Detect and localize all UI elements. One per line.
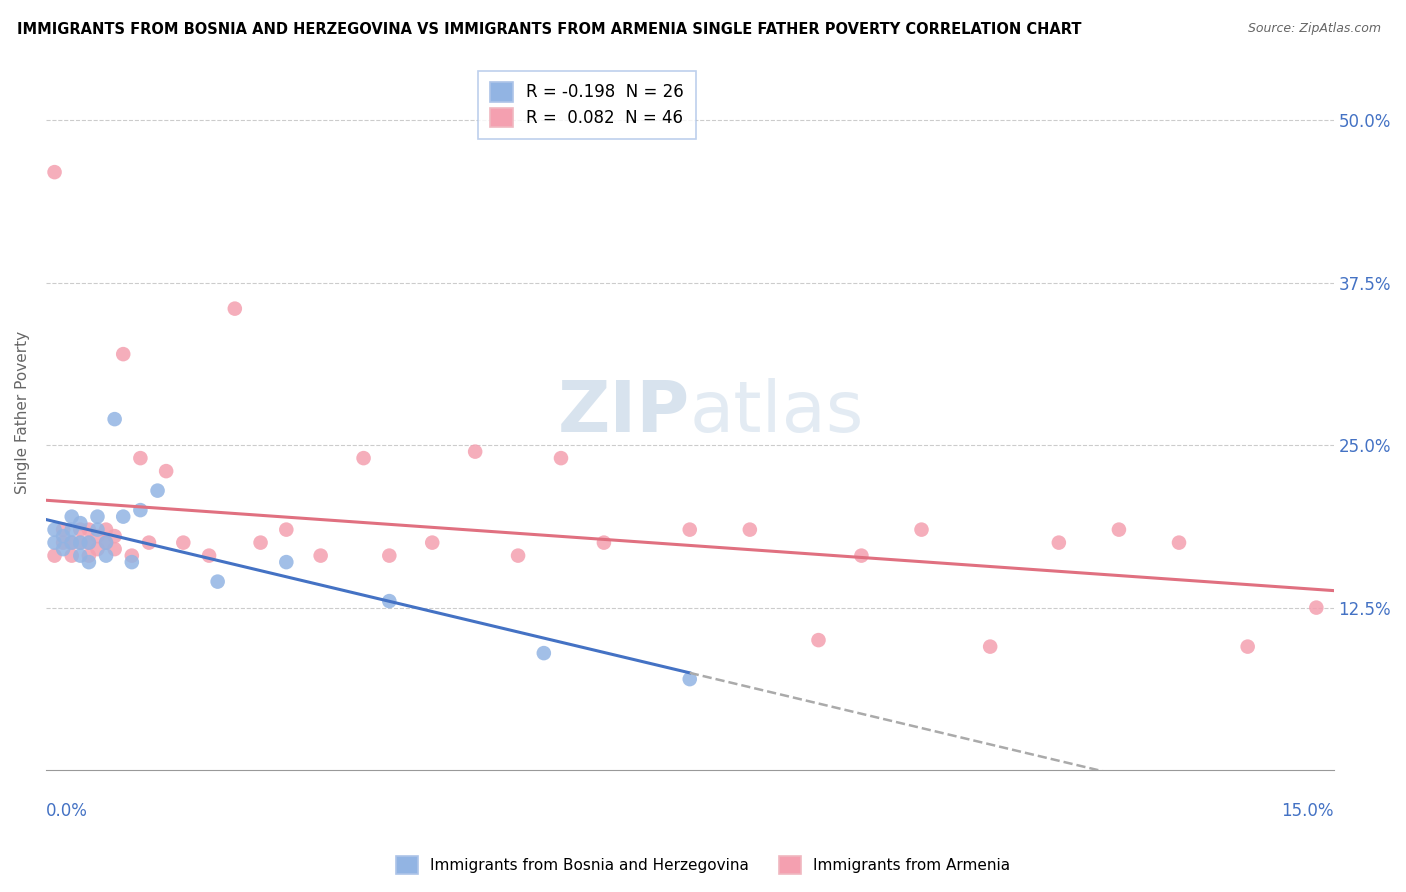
Point (1047, 535, 1070, 549)
Point (679, 523, 702, 537)
Point (807, 633, 830, 648)
Point (52, 523, 75, 537)
Point (94, 549, 117, 563)
Point (979, 640, 1001, 654)
Point (506, 549, 529, 563)
Point (94, 535, 117, 549)
Point (77, 535, 100, 549)
Point (249, 535, 271, 549)
Point (198, 549, 221, 563)
Point (60, 535, 83, 549)
Point (353, 451, 375, 466)
Point (52, 542, 75, 557)
Point (86, 529, 108, 543)
Point (60, 523, 83, 537)
Point (155, 464, 177, 478)
Point (86, 542, 108, 557)
Text: IMMIGRANTS FROM BOSNIA AND HERZEGOVINA VS IMMIGRANTS FROM ARMENIA SINGLE FATHER : IMMIGRANTS FROM BOSNIA AND HERZEGOVINA V… (17, 22, 1081, 37)
Point (1305, 600, 1327, 615)
Point (60, 509, 83, 524)
Point (77, 549, 100, 563)
Point (86, 523, 108, 537)
Point (172, 535, 194, 549)
Point (77, 523, 100, 537)
Legend: Immigrants from Bosnia and Herzegovina, Immigrants from Armenia: Immigrants from Bosnia and Herzegovina, … (389, 850, 1017, 880)
Point (52, 535, 75, 549)
Point (276, 555, 298, 569)
Point (1108, 523, 1130, 537)
Point (60, 535, 83, 549)
Point (112, 509, 135, 524)
Point (910, 523, 932, 537)
Point (44, 523, 66, 537)
Point (738, 523, 761, 537)
Point (69, 516, 91, 530)
Point (69, 535, 91, 549)
Point (44, 549, 66, 563)
Legend: R = -0.198  N = 26, R =  0.082  N = 46: R = -0.198 N = 26, R = 0.082 N = 46 (478, 70, 696, 139)
Point (309, 549, 332, 563)
Text: atlas: atlas (690, 378, 865, 447)
Point (69, 549, 91, 563)
Text: ZIP: ZIP (558, 378, 690, 447)
Point (851, 549, 873, 563)
Point (77, 535, 100, 549)
Point (121, 555, 143, 569)
Point (276, 523, 298, 537)
Point (129, 451, 152, 466)
Point (1168, 535, 1191, 549)
Point (104, 529, 127, 543)
Point (94, 523, 117, 537)
Point (533, 646, 555, 660)
Point (1236, 640, 1258, 654)
Point (129, 503, 152, 517)
Point (138, 535, 160, 549)
Point (146, 483, 169, 498)
Text: Source: ZipAtlas.com: Source: ZipAtlas.com (1247, 22, 1381, 36)
Y-axis label: Single Father Poverty: Single Father Poverty (15, 331, 30, 494)
Point (224, 301, 246, 316)
Point (420, 535, 443, 549)
Point (86, 509, 108, 524)
Point (104, 412, 127, 426)
Point (593, 535, 616, 549)
Point (207, 574, 229, 589)
Point (378, 594, 401, 608)
Text: 0.0%: 0.0% (46, 802, 87, 821)
Point (44, 535, 66, 549)
Point (69, 523, 91, 537)
Point (104, 542, 127, 557)
Point (464, 444, 486, 458)
Text: 15.0%: 15.0% (1281, 802, 1333, 821)
Point (112, 347, 135, 361)
Point (60, 549, 83, 563)
Point (44, 165, 66, 179)
Point (121, 549, 143, 563)
Point (94, 535, 117, 549)
Point (52, 529, 75, 543)
Point (378, 549, 401, 563)
Point (69, 535, 91, 549)
Point (679, 672, 702, 686)
Point (77, 555, 100, 569)
Point (550, 451, 572, 466)
